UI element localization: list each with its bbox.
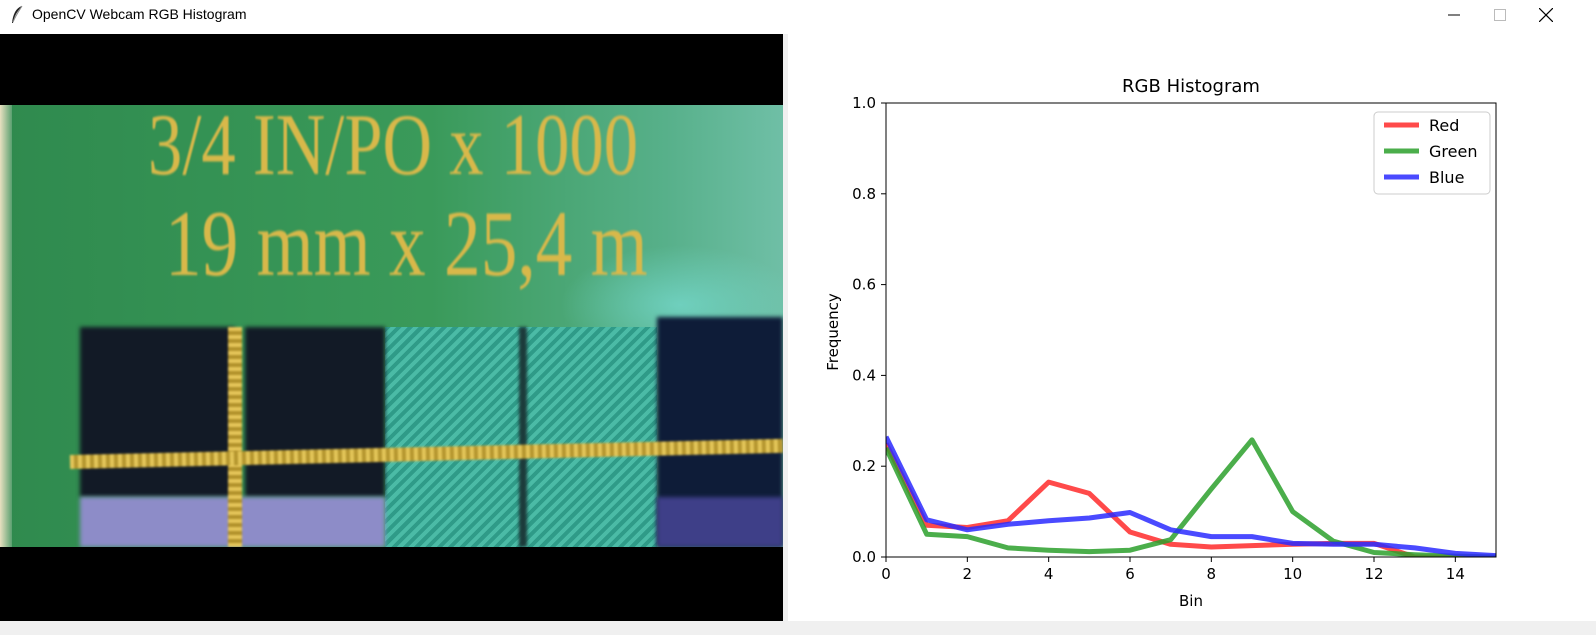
x-tick-label: 12 — [1364, 565, 1383, 583]
chart-legend: Red Green Blue — [1373, 111, 1491, 195]
x-tick-label: 10 — [1283, 565, 1302, 583]
y-tick-label: 0.6 — [852, 276, 876, 294]
x-tick-label: 6 — [1125, 565, 1135, 583]
y-tick-label: 0.8 — [852, 185, 876, 203]
histogram-plot: 0 2 4 6 8 10 12 14 0.0 0.2 0.4 0.6 0.8 1.0 RGB Histog… — [788, 34, 1596, 621]
x-tick-label: 2 — [963, 565, 973, 583]
maximize-icon — [1494, 9, 1506, 21]
pattern-violet-block — [657, 497, 783, 547]
series-line-blue — [886, 435, 1496, 557]
minimize-icon — [1448, 14, 1460, 16]
maximize-button[interactable] — [1477, 0, 1523, 30]
series-line-green — [886, 437, 1496, 557]
close-button[interactable] — [1523, 0, 1569, 30]
x-tick-label: 14 — [1446, 565, 1465, 583]
feather-icon — [12, 5, 23, 23]
webcam-frame: 3/4 IN/PO x 1000 19 mm x 25,4 m — [0, 105, 783, 547]
tape-label-line2: 19 mm x 25,4 m — [165, 192, 648, 296]
frame-edge — [0, 105, 12, 547]
close-icon — [1539, 8, 1553, 22]
y-tick-label: 0.0 — [852, 548, 876, 566]
legend-label-red: Red — [1429, 116, 1459, 135]
plot-frame — [885, 102, 1497, 558]
y-axis-label: Frequency — [824, 293, 842, 371]
tape-label-line1: 3/4 IN/PO x 1000 — [148, 105, 639, 194]
pattern-dark-block — [80, 327, 235, 497]
webcam-feed: 3/4 IN/PO x 1000 19 mm x 25,4 m — [0, 34, 783, 621]
window-content: 3/4 IN/PO x 1000 19 mm x 25,4 m 0 2 4 6 8 10 1… — [0, 34, 1596, 635]
histogram-chart: 0 2 4 6 8 10 12 14 0.0 0.2 0.4 0.6 0.8 1.0 RGB Histog… — [824, 76, 1497, 610]
y-tick-label: 0.2 — [852, 457, 876, 475]
x-tick-label: 4 — [1044, 565, 1054, 583]
tape-pattern — [0, 317, 783, 547]
minimize-button[interactable] — [1431, 0, 1477, 30]
window-title: OpenCV Webcam RGB Histogram — [32, 6, 247, 22]
window-titlebar: OpenCV Webcam RGB Histogram — [0, 0, 1596, 34]
pattern-yellow-stripe — [228, 327, 242, 547]
pattern-dark-stripe — [519, 327, 527, 547]
x-tick-label: 8 — [1207, 565, 1217, 583]
legend-box — [1373, 111, 1491, 195]
x-axis-label: Bin — [1179, 592, 1203, 610]
chart-title: RGB Histogram — [1122, 76, 1260, 97]
legend-label-blue: Blue — [1429, 168, 1464, 187]
legend-label-green: Green — [1429, 142, 1477, 161]
pattern-dark-block — [245, 327, 385, 497]
y-tick-label: 0.4 — [852, 366, 876, 384]
y-tick-label: 1.0 — [852, 94, 876, 112]
x-tick-label: 0 — [881, 565, 891, 583]
series-line-red — [886, 442, 1496, 557]
